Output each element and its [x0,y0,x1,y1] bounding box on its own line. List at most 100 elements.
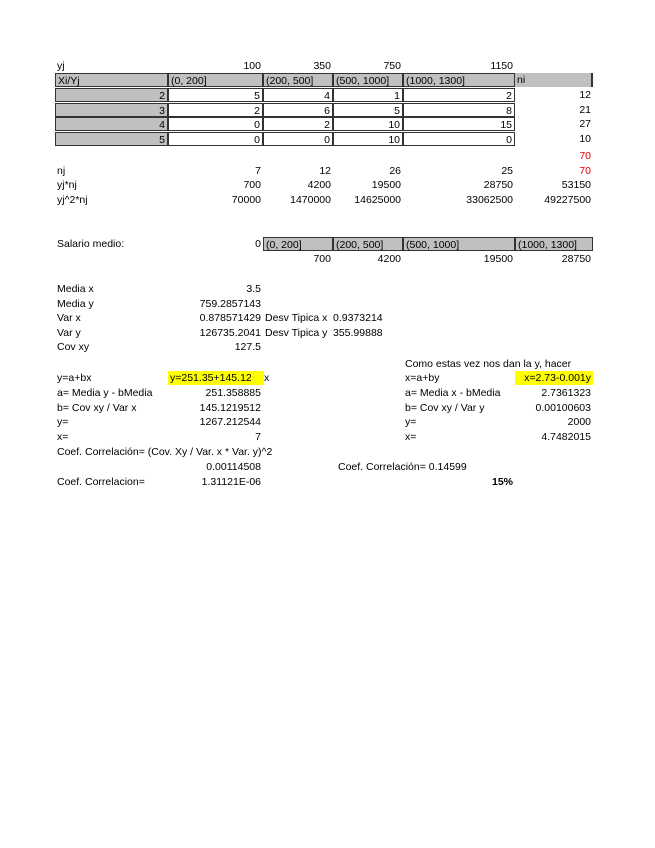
frequency-cell: 2 [263,117,333,131]
yj2nj-label: yj^2*nj [57,194,88,206]
salario-interval: (500, 1000] [403,237,515,251]
yjnj-total: 53150 [561,179,591,191]
frequency-cell: 2 [403,88,515,102]
stat-value: 0.878571429 [199,312,261,325]
yjnj-value: 28750 [483,179,513,191]
regression-y-suffix: x [264,372,270,384]
stat-label: Var y [57,326,81,339]
correlation-coefficient: Coef. Correlación= 0.14599 [338,461,467,473]
row-x-value: 4 [55,117,168,131]
correlation-label: Coef. Correlacion= [57,476,145,488]
frequency-cell: 0 [168,117,263,131]
interval-header: (500, 1000] [333,73,403,87]
yj2nj-total: 49227500 [544,194,591,206]
interval-header: (200, 500] [263,73,333,87]
regression-y-value: 7 [255,430,261,443]
ni-total: 70 [579,150,591,162]
stat-extra-label: Desv Tipica x [265,312,328,325]
row-x-value: 3 [55,102,168,117]
regression-x-value: 0.00100603 [535,401,591,414]
frequency-cell: 5 [168,88,263,102]
correlation-percent: 15% [491,476,513,488]
ni-value: 10 [579,132,591,145]
nj-value: 12 [319,165,331,177]
yjnj-value: 19500 [371,179,401,191]
frequency-cell: 0 [403,131,515,146]
stat-label: Media x [57,283,94,295]
frequency-cell: 5 [333,102,403,117]
yj-label: yj [57,60,65,72]
regression-y-label: x= [57,430,69,443]
row-x-value: 2 [55,88,168,102]
salario-interval: (1000, 1300] [515,237,593,251]
regression-x-value: 2000 [567,416,591,429]
stat-value: 759.2857143 [199,297,261,310]
yjnj-value: 4200 [307,179,331,191]
interval-header: (1000, 1300] [403,73,515,87]
frequency-cell: 10 [333,131,403,146]
yj-value: 750 [383,60,401,72]
yjnj-label: yj*nj [57,179,77,191]
nj-label: nj [57,165,66,177]
ni-value: 21 [579,103,591,116]
ni-value: 12 [579,89,591,101]
regression-y-value: 1267.212544 [199,416,261,429]
yj2nj-value: 70000 [231,194,261,206]
regression-y-label: b= Cov xy / Var x [57,401,137,414]
nj-total: 70 [579,165,591,177]
regression-x-value: 4.7482015 [541,430,591,443]
salario-value: 700 [313,253,331,265]
nj-value: 7 [255,165,261,177]
salario-interval: (0, 200] [263,237,333,251]
regression-x-value: 2.7361323 [541,387,591,399]
salario-zero: 0 [255,238,261,250]
correlation-value-2: 1.31121E-06 [201,476,261,488]
frequency-cell: 6 [263,102,333,117]
stat-label: Cov xy [57,341,90,354]
nj-value: 26 [389,165,401,177]
regression-x-equation-label: x=a+by [405,372,440,384]
stat-extra-value: 355.99888 [333,326,383,339]
yj-value: 100 [243,60,261,72]
frequency-cell: 4 [263,88,333,102]
frequency-cell: 0 [263,131,333,146]
salario-value: 28750 [561,253,591,265]
regression-x-label: x= [405,430,417,443]
regression-x-label: a= Media x - bMedia [405,387,501,399]
regression-y-label: a= Media y - bMedia [57,387,153,399]
salario-value: 19500 [483,253,513,265]
salario-value: 4200 [377,253,401,265]
salario-label: Salario medio: [57,238,125,250]
regression-x-equation: x=2.73-0.001y [515,371,593,385]
yj-value: 1150 [490,60,513,72]
stat-value: 3.5 [246,283,261,295]
regression-y-value: 145.1219512 [199,401,261,414]
correlation-value: 0.00114508 [206,461,261,473]
yj2nj-value: 14625000 [354,194,401,206]
interval-header: (0, 200] [168,73,263,87]
regression-x-label: y= [405,416,417,429]
regression-y-label: y= [57,416,69,429]
row-x-value: 5 [55,131,168,146]
table-corner-header: Xi/Yj [55,73,168,87]
nj-value: 25 [501,165,513,177]
regression-x-label: b= Cov xy / Var y [405,401,485,414]
ni-header: ni [515,73,593,87]
yj2nj-value: 33062500 [466,194,513,206]
stat-label: Media y [57,297,94,310]
stat-value: 126735.2041 [199,326,261,339]
regression-y-equation-label: y=a+bx [57,372,92,384]
stat-extra-value: 0.9373214 [333,312,383,325]
ni-value: 27 [579,118,591,130]
yjnj-value: 700 [243,179,261,191]
stat-extra-label: Desv Tipica y [265,326,328,339]
yj2nj-value: 1470000 [290,194,331,206]
salario-interval: (200, 500] [333,237,403,251]
frequency-cell: 8 [403,102,515,117]
regression-note: Como estas vez nos dan la y, hacer [405,358,572,370]
yj-value: 350 [313,60,331,72]
frequency-cell: 0 [168,131,263,146]
regression-y-value: 251.358885 [205,387,261,399]
frequency-cell: 15 [403,117,515,131]
